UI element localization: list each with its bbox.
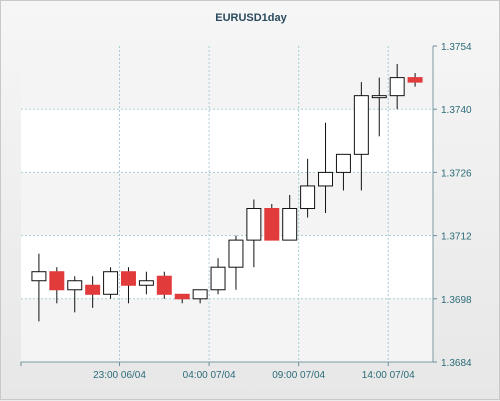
candlestick: [49, 267, 65, 304]
y-tick-label: 1.3740: [441, 105, 472, 116]
candle-body-up: [371, 95, 387, 99]
candlestick: [67, 276, 83, 313]
candlestick: [228, 235, 244, 290]
candle-body-up: [192, 289, 208, 300]
candle-body-down: [174, 293, 190, 300]
x-tick-label: 04:00 07/04: [183, 370, 236, 381]
candle-body-up: [335, 153, 351, 173]
candle-body-down: [407, 77, 423, 83]
candlestick: [335, 153, 351, 191]
x-tick-label: 14:00 07/04: [362, 370, 415, 381]
candlestick: [389, 64, 405, 110]
grid-band: [21, 172, 433, 236]
candlestick: [264, 204, 280, 241]
candlestick: [156, 271, 172, 299]
candlestick: [138, 271, 154, 295]
candlestick: [192, 289, 208, 304]
candlestick: [371, 77, 387, 137]
candle-body-down: [120, 271, 136, 286]
y-tick-label: 1.3684: [441, 358, 472, 369]
x-tick-label: 23:00 06/04: [93, 370, 146, 381]
candlestick: [103, 267, 119, 299]
candle-body-down: [156, 275, 172, 295]
candle-body-down: [49, 271, 65, 291]
candle-body-up: [228, 239, 244, 268]
candle-body-up: [318, 171, 334, 187]
candlestick: [300, 158, 316, 218]
candlestick: [318, 122, 334, 214]
candlestick: [174, 293, 190, 304]
y-tick-label: 1.3698: [441, 295, 472, 306]
candlestick: [85, 276, 101, 308]
y-tick-label: 1.3754: [441, 42, 472, 53]
candle-body-down: [264, 208, 280, 241]
grid-band: [21, 298, 433, 362]
candlestick: [31, 253, 47, 322]
y-tick-label: 1.3726: [441, 168, 472, 179]
y-tick-label: 1.3712: [441, 232, 472, 243]
x-tick-label: 09:00 07/04: [272, 370, 325, 381]
candlestick: [246, 199, 262, 268]
candle-body-up: [282, 208, 298, 241]
candlestick: [407, 73, 423, 87]
candle-body-up: [246, 208, 262, 241]
candlestick: [120, 267, 136, 304]
candlestick: [282, 194, 298, 241]
candle-body-up: [210, 266, 226, 291]
candle-body-up: [31, 271, 47, 282]
candle-body-up: [353, 95, 369, 155]
candle-body-up: [389, 77, 405, 97]
candle-body-up: [103, 271, 119, 295]
candle-body-up: [138, 280, 154, 286]
chart-title: EURUSD1day: [215, 12, 287, 24]
candlestick: [210, 258, 226, 295]
grid-band: [21, 109, 433, 173]
candle-body-down: [85, 284, 101, 295]
candle-body-up: [67, 280, 83, 291]
grid-band: [21, 235, 433, 299]
candlestick: [353, 82, 369, 191]
candle-body-up: [300, 185, 316, 210]
grid-band: [21, 46, 433, 110]
